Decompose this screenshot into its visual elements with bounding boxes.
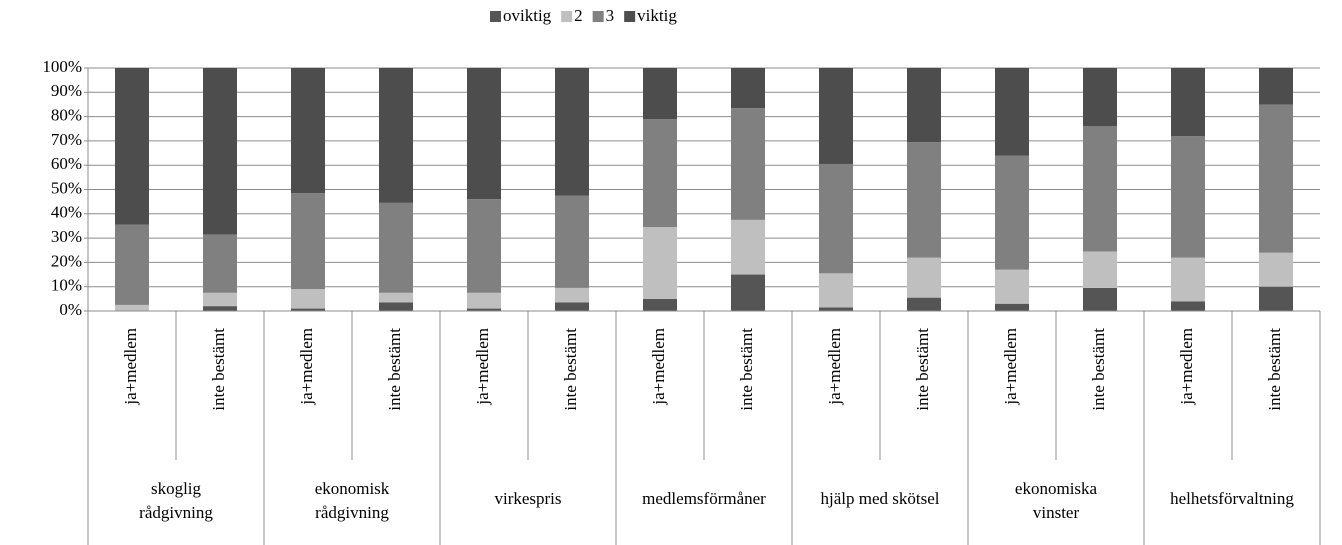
y-tick-label: 20% (51, 251, 82, 270)
bar-segment (1259, 68, 1293, 105)
x-tick-label: ja+medlem (297, 328, 316, 406)
bar-segment (1083, 68, 1117, 127)
bar-segment (907, 297, 941, 311)
bar-segment (907, 142, 941, 258)
group-label: virkespris (494, 489, 561, 508)
bar-segment (467, 68, 501, 200)
bar-segment (555, 195, 589, 288)
legend-label: 2 (574, 6, 583, 25)
bar-segment (379, 68, 413, 203)
bar-segment (819, 307, 853, 311)
bar-segment (819, 68, 853, 164)
bar-segment (203, 234, 237, 293)
bar-segment (467, 292, 501, 309)
bar-segment (907, 68, 941, 143)
y-tick-label: 60% (51, 154, 82, 173)
group-label: ekonomisk (315, 479, 390, 498)
bar-segment (291, 68, 325, 194)
bar-segment (379, 292, 413, 303)
group-label: rådgivning (139, 503, 213, 522)
y-tick-label: 40% (51, 203, 82, 222)
group-label: medlemsförmåner (642, 489, 766, 508)
bar-segment (555, 302, 589, 311)
bar-segment (1171, 257, 1205, 302)
bar-segment (1259, 104, 1293, 253)
bar-segment (731, 68, 765, 109)
bar-segment (643, 68, 677, 120)
bar-segment (995, 155, 1029, 270)
bar-segment (291, 289, 325, 309)
bar-segment (203, 292, 237, 307)
bar-segment (731, 219, 765, 275)
bar-segment (115, 304, 149, 311)
group-label: rådgivning (315, 503, 389, 522)
x-tick-label: ja+medlem (121, 328, 140, 406)
bar-segment (1083, 287, 1117, 311)
bar-segment (203, 306, 237, 311)
bar-segment (467, 308, 501, 311)
bar-segment (1171, 68, 1205, 137)
bar-segment (555, 68, 589, 196)
group-label: ekonomiska (1015, 479, 1098, 498)
x-tick-label: ja+medlem (1001, 328, 1020, 406)
bar-segment (643, 119, 677, 228)
bar-segment (1171, 301, 1205, 311)
bar-segment (1259, 286, 1293, 311)
legend-swatch (490, 11, 501, 22)
y-tick-label: 90% (51, 81, 82, 100)
y-tick-label: 0% (59, 300, 82, 319)
legend-label: viktig (637, 6, 677, 25)
bar-segment (379, 202, 413, 293)
group-label: skoglig (151, 479, 202, 498)
x-tick-label: inte bestämt (561, 328, 580, 411)
bar-segment (115, 224, 149, 305)
bar-segment (1083, 126, 1117, 252)
y-tick-label: 70% (51, 130, 82, 149)
x-tick-label: ja+medlem (825, 328, 844, 406)
x-tick-label: ja+medlem (473, 328, 492, 406)
bar-segment (291, 308, 325, 311)
legend-swatch (624, 11, 636, 22)
bar-segment (995, 303, 1029, 311)
x-tick-label: inte bestämt (209, 328, 228, 411)
x-tick-label: inte bestämt (737, 328, 756, 411)
bar-segment (203, 68, 237, 235)
bar-segment (115, 68, 149, 225)
x-tick-label: inte bestämt (1089, 328, 1108, 411)
bar-segment (819, 163, 853, 274)
legend-swatch (592, 11, 604, 22)
x-tick-label: inte bestämt (385, 328, 404, 411)
bar-segment (643, 298, 677, 311)
y-tick-label: 50% (51, 178, 82, 197)
bar-segment (643, 227, 677, 299)
bar-segment (995, 68, 1029, 156)
y-tick-label: 10% (51, 276, 82, 295)
group-label: vinster (1033, 503, 1080, 522)
bar-segment (555, 287, 589, 303)
legend-label: 3 (606, 6, 615, 25)
bar-segment (379, 302, 413, 311)
y-tick-label: 80% (51, 106, 82, 125)
bar-segment (1171, 136, 1205, 258)
bar-segment (1083, 251, 1117, 288)
x-tick-label: inte bestämt (913, 328, 932, 411)
bar-segment (731, 274, 765, 311)
legend-swatch (561, 11, 573, 22)
y-tick-label: 30% (51, 227, 82, 246)
bar-segment (907, 257, 941, 298)
bar-segment (291, 193, 325, 290)
group-label: helhetsförvaltning (1170, 489, 1294, 508)
x-tick-label: ja+medlem (649, 328, 668, 406)
x-tick-label: ja+medlem (1177, 328, 1196, 406)
group-label: hjälp med skötsel (821, 489, 940, 508)
bar-segment (995, 269, 1029, 304)
bar-segment (731, 108, 765, 220)
y-tick-label: 100% (42, 57, 82, 76)
x-tick-label: inte bestämt (1265, 328, 1284, 411)
bar-segment (467, 199, 501, 293)
legend-label: oviktig (503, 6, 552, 25)
bar-segment (1259, 252, 1293, 287)
bar-segment (819, 273, 853, 308)
